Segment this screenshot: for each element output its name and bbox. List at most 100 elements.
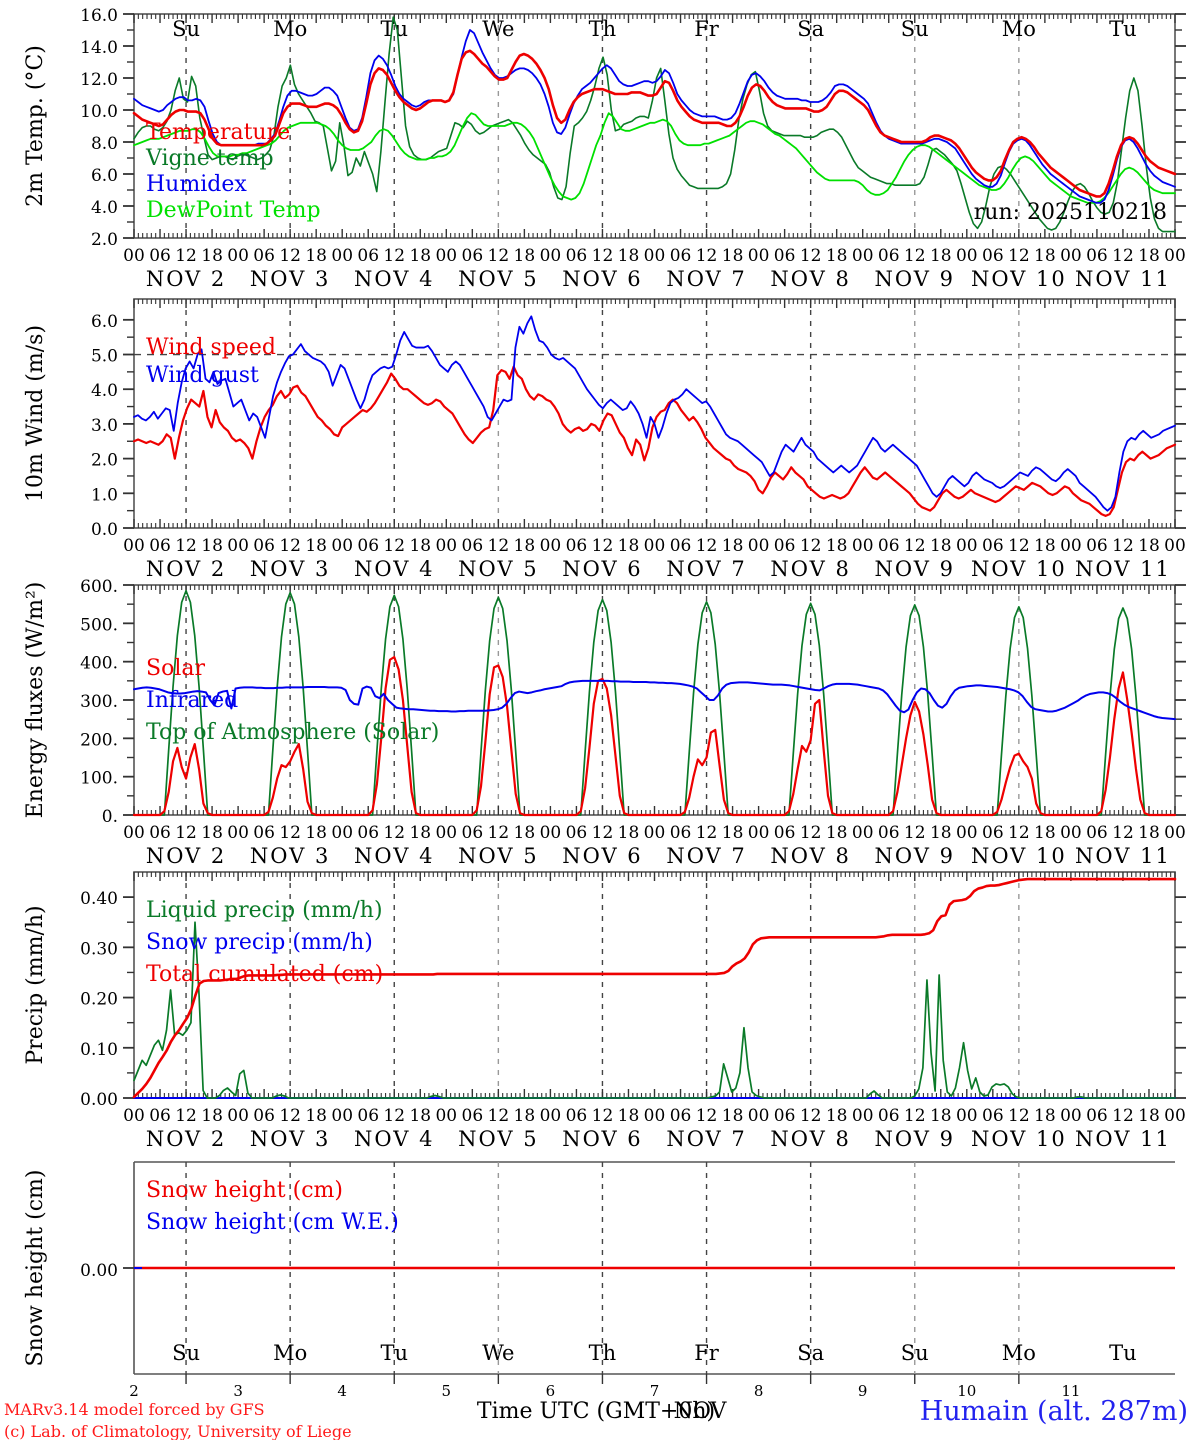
hour-tick-label: 00 — [331, 536, 353, 556]
series-wind-gust — [133, 315, 1176, 512]
hour-tick-label: 06 — [357, 246, 379, 266]
hour-tick-label: 06 — [670, 246, 692, 266]
hour-tick-label: 18 — [305, 823, 327, 843]
date-label: NOV 7 — [666, 844, 746, 868]
hour-tick-label: 06 — [774, 536, 796, 556]
day-name: Mo — [273, 1341, 307, 1365]
hour-tick-label: 18 — [826, 1106, 848, 1126]
hour-tick-label: 18 — [722, 823, 744, 843]
hour-tick-label: 12 — [592, 1106, 614, 1126]
hour-tick-label: 00 — [331, 1106, 353, 1126]
day-number: 10 — [957, 1382, 976, 1400]
hour-tick-label: 12 — [1112, 1106, 1134, 1126]
hour-tick-label: 12 — [383, 246, 405, 266]
hour-tick-label: 00 — [1060, 246, 1082, 266]
hour-tick-label: 12 — [383, 823, 405, 843]
day-name: Tu — [1109, 1341, 1137, 1365]
legend-item: Solar — [146, 656, 205, 681]
hour-tick-label: 06 — [149, 1106, 171, 1126]
hour-tick-label: 06 — [357, 536, 379, 556]
hour-tick-label: 06 — [670, 1106, 692, 1126]
y-tick-label: 6.0 — [91, 166, 118, 186]
hour-tick-label: 06 — [1086, 823, 1108, 843]
hour-tick-label: 12 — [175, 823, 197, 843]
y-tick-label: 0.40 — [80, 889, 118, 909]
hour-tick-label: 06 — [982, 1106, 1004, 1126]
hour-tick-label: 00 — [956, 536, 978, 556]
hour-tick-label: 06 — [357, 823, 379, 843]
date-label: NOV 4 — [354, 557, 434, 581]
y-tick-label: 0.00 — [80, 1090, 118, 1110]
hour-tick-label: 18 — [514, 823, 536, 843]
hour-tick-label: 12 — [383, 1106, 405, 1126]
hour-tick-label: 12 — [696, 1106, 718, 1126]
date-label: NOV 9 — [875, 557, 955, 581]
day-name: Tu — [1109, 17, 1137, 41]
hour-tick-label: 12 — [592, 823, 614, 843]
date-label: NOV 2 — [146, 1127, 226, 1151]
hour-tick-label: 18 — [618, 246, 640, 266]
hour-tick-label: 00 — [644, 246, 666, 266]
y-tick-label: 500. — [80, 615, 118, 635]
hour-tick-label: 12 — [279, 823, 301, 843]
y-tick-label: 300. — [80, 692, 118, 712]
day-name: Sa — [797, 17, 824, 41]
hour-tick-label: 00 — [435, 536, 457, 556]
date-label: NOV 4 — [354, 267, 434, 291]
day-number: 7 — [650, 1382, 660, 1400]
legend-item: Snow height (cm W.E.) — [146, 1210, 399, 1235]
date-label: NOV 11 — [1075, 267, 1171, 291]
hour-tick-label: 12 — [383, 536, 405, 556]
series-dewpoint-temp — [133, 112, 1176, 204]
legend-item: Infrared — [146, 688, 238, 713]
legend-item: Wind gust — [146, 363, 259, 388]
hour-tick-label: 18 — [1034, 823, 1056, 843]
day-name: Th — [589, 1341, 617, 1365]
date-label: NOV 10 — [971, 844, 1067, 868]
day-name: Mo — [1002, 1341, 1036, 1365]
date-label: NOV 11 — [1075, 557, 1171, 581]
hour-tick-label: 00 — [852, 246, 874, 266]
legend-item: DewPoint Temp — [146, 198, 321, 223]
date-label: NOV 10 — [971, 557, 1067, 581]
hour-tick-label: 18 — [1138, 823, 1160, 843]
date-label: NOV 7 — [666, 267, 746, 291]
hour-tick-label: 06 — [462, 1106, 484, 1126]
hour-tick-label: 12 — [1112, 246, 1134, 266]
hour-tick-label: 06 — [774, 246, 796, 266]
hour-tick-label: 06 — [566, 823, 588, 843]
day-name: Mo — [1002, 17, 1036, 41]
hour-tick-label: 06 — [566, 536, 588, 556]
y-tick-label: 4.0 — [91, 198, 118, 218]
hour-tick-label: 06 — [357, 1106, 379, 1126]
y-tick-label: 8.0 — [91, 134, 118, 154]
series-temperature — [132, 49, 1177, 198]
date-label: NOV 3 — [250, 557, 330, 581]
hour-tick-label: 18 — [1138, 536, 1160, 556]
y-tick-label: 1.0 — [91, 485, 118, 505]
hour-tick-label: 06 — [878, 823, 900, 843]
hour-tick-label: 12 — [1008, 1106, 1030, 1126]
date-label: NOV 4 — [354, 1127, 434, 1151]
day-name: Tu — [380, 1341, 408, 1365]
hour-tick-label: 18 — [201, 246, 223, 266]
hour-tick-label: 00 — [748, 246, 770, 266]
hour-tick-label: 06 — [982, 823, 1004, 843]
hour-tick-label: 18 — [618, 536, 640, 556]
day-number: 2 — [129, 1382, 139, 1400]
plot-frame — [133, 13, 1176, 239]
legend-item: Temperature — [146, 120, 290, 145]
y-tick-label: 16.0 — [80, 6, 118, 26]
hour-tick-label: 18 — [618, 823, 640, 843]
hour-tick-label: 00 — [1164, 1106, 1186, 1126]
hour-tick-label: 12 — [1008, 536, 1030, 556]
hour-tick-label: 06 — [774, 823, 796, 843]
day-name: Th — [589, 17, 617, 41]
y-tick-label: 10.0 — [80, 102, 118, 122]
panel-snow: 0.00 Snow height (cm) Snow height (cm) Snow… — [23, 1161, 1175, 1400]
hour-tick-label: 12 — [1008, 823, 1030, 843]
date-label: NOV 2 — [146, 267, 226, 291]
hour-tick-label: 00 — [1060, 536, 1082, 556]
plot-frame — [133, 871, 1176, 1099]
hour-tick-label: 00 — [123, 536, 145, 556]
